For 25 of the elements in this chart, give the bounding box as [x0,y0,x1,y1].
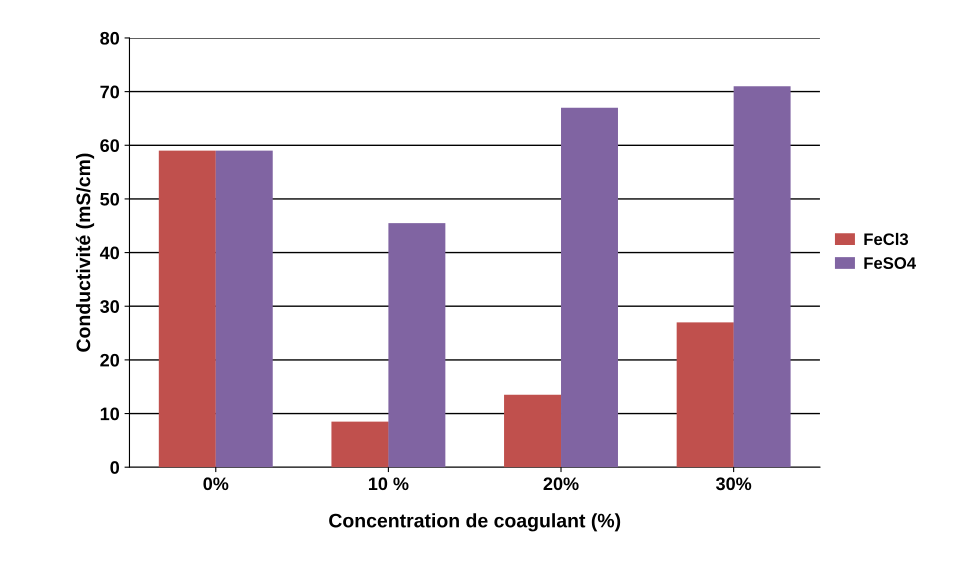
legend-label: FeSO4 [864,257,916,269]
y-tick-label: 80 [100,32,120,45]
bar [216,150,273,468]
x-axis-title: Concentration de coagulant (%) [329,513,620,532]
y-tick-label: 40 [100,246,120,260]
y-tick-label: 30 [100,300,120,313]
x-tick-label: 20% [544,477,579,490]
y-axis-title: Conductivité (mS/cm) [76,154,94,352]
legend-label: FeCl3 [864,232,908,246]
y-tick-label: 10 [100,407,120,420]
x-tick-label: 10 % [368,477,408,490]
bar [331,422,388,468]
y-tick-label: 0 [110,461,120,474]
bar [504,394,562,468]
bar [734,86,791,468]
y-tick-label: 70 [100,86,120,98]
y-tick-label: 20 [100,354,120,367]
x-tick-label: 0% [203,477,228,490]
y-tick-label: 60 [100,139,120,152]
bar [388,223,446,468]
y-tick-label: 50 [100,192,120,206]
bar [158,150,216,468]
x-tick-label: 30% [716,477,752,490]
bar [561,108,618,468]
bar [676,322,734,468]
